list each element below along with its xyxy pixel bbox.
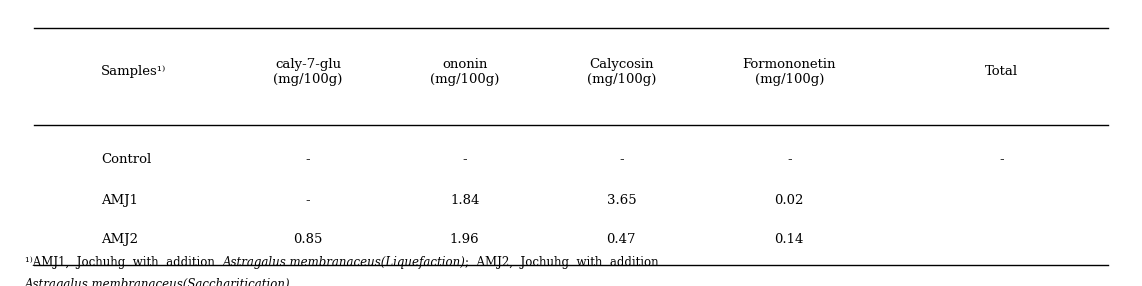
Text: -: - (306, 153, 311, 166)
Text: -: - (999, 153, 1004, 166)
Text: ;  AMJ2,  Jochuhg  with  addition: ; AMJ2, Jochuhg with addition (466, 256, 659, 269)
Text: AMJ2: AMJ2 (100, 233, 138, 246)
Text: 1.84: 1.84 (450, 194, 480, 207)
Text: AMJ1: AMJ1 (100, 194, 138, 207)
Text: Astragalus membranaceus(Saccharitication).: Astragalus membranaceus(Saccharitication… (25, 278, 295, 286)
Text: Samples¹⁾: Samples¹⁾ (100, 65, 167, 78)
Text: -: - (306, 194, 311, 207)
Text: Control: Control (100, 153, 151, 166)
Text: 0.14: 0.14 (774, 233, 804, 246)
Text: 0.47: 0.47 (606, 233, 636, 246)
Text: 3.65: 3.65 (606, 194, 636, 207)
Text: 0.02: 0.02 (774, 194, 804, 207)
Text: Total: Total (986, 65, 1019, 78)
Text: -: - (619, 153, 624, 166)
Text: ononin
(mg/100g): ononin (mg/100g) (431, 57, 499, 86)
Text: 0.85: 0.85 (293, 233, 323, 246)
Text: Calycosin
(mg/100g): Calycosin (mg/100g) (587, 57, 656, 86)
Text: -: - (463, 153, 467, 166)
Text: 1.96: 1.96 (450, 233, 480, 246)
Text: Astragalus membranaceus(Liquefaction): Astragalus membranaceus(Liquefaction) (223, 256, 466, 269)
Text: caly-7-glu
(mg/100g): caly-7-glu (mg/100g) (273, 57, 343, 86)
Text: ¹⁾AMJ1,  Jochuhg  with  addition: ¹⁾AMJ1, Jochuhg with addition (25, 256, 223, 269)
Text: -: - (787, 153, 791, 166)
Text: Formononetin
(mg/100g): Formononetin (mg/100g) (742, 57, 836, 86)
